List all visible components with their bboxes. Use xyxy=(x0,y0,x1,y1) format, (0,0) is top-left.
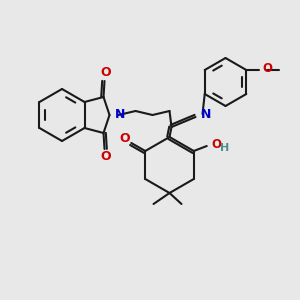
Text: O: O xyxy=(262,62,272,76)
Text: O: O xyxy=(119,133,130,146)
Text: N: N xyxy=(115,109,125,122)
Text: N: N xyxy=(200,109,211,122)
Text: O: O xyxy=(212,137,222,151)
Text: H: H xyxy=(220,143,229,153)
Text: O: O xyxy=(100,151,111,164)
Text: O: O xyxy=(100,67,111,80)
